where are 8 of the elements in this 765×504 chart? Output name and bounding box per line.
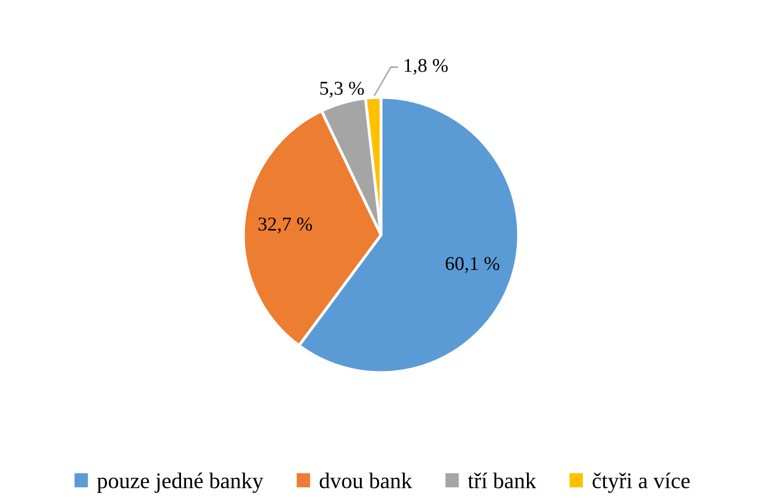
legend-label: pouze jedné banky xyxy=(97,472,264,493)
legend-label: tří bank xyxy=(468,472,536,488)
data-label: 60,1 % xyxy=(446,256,500,273)
data-label: 32,7 % xyxy=(258,218,312,234)
data-label: 5,3 % xyxy=(320,82,364,98)
legend-label: dvou bank xyxy=(320,472,412,488)
data-label: 1,8 % xyxy=(404,58,448,75)
legend-label: čtyři a více xyxy=(592,472,690,493)
